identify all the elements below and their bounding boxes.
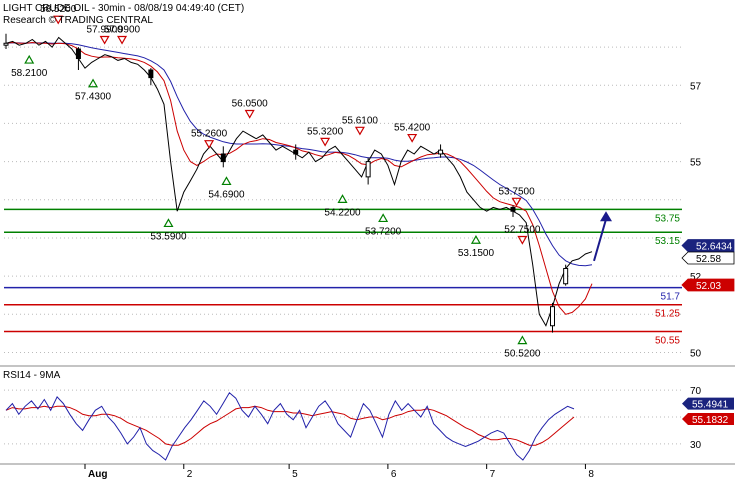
peak-label: 58.5200 (40, 4, 77, 15)
rsi-badge-label: 55.4941 (692, 400, 729, 411)
trough-marker (378, 213, 389, 223)
level-label: 53.15 (655, 236, 680, 247)
level-label: 51.7 (661, 292, 681, 303)
price-badge (681, 251, 735, 265)
rsi-title: RSI14 - 9MA (3, 370, 61, 381)
forecast-arrow-shaft (593, 218, 607, 262)
trough-marker (87, 78, 99, 88)
candle-body (293, 149, 299, 155)
trough-marker (24, 54, 35, 64)
trough-label: 50.5200 (504, 349, 541, 360)
price-line (5, 36, 593, 327)
price-badge (681, 239, 735, 252)
peak-marker (53, 15, 64, 25)
peak-label: 53.7500 (498, 186, 535, 197)
peak-marker (511, 197, 522, 207)
peak-marker (117, 35, 128, 45)
peak-marker (517, 235, 528, 245)
trough-label: 54.2200 (324, 207, 361, 218)
candle-body (220, 153, 226, 163)
candle-body (563, 267, 569, 285)
price-badge-label: 52.6434 (696, 242, 733, 253)
peak-label: 55.2600 (191, 129, 228, 140)
peak-label: 55.4200 (394, 123, 431, 134)
peak-label: 57.9900 (87, 24, 124, 35)
peak-marker (354, 126, 365, 136)
price-tick-label: 57 (690, 81, 702, 92)
price-candles (3, 33, 569, 333)
candle-body (3, 42, 9, 46)
rsi-line (5, 392, 575, 461)
peak-label: 56.0500 (232, 99, 269, 110)
x-tick-label: 8 (588, 469, 594, 480)
chart-title: LIGHT CRUDE OIL - 30min - 08/08/19 04:49… (3, 3, 244, 14)
peak-label: 55.3200 (307, 126, 344, 137)
ma-fast-line (5, 41, 593, 315)
peak-marker (204, 140, 215, 149)
ma-slow-line (5, 42, 593, 267)
peak-label: 55.6100 (342, 115, 379, 126)
price-levels: 53.75 53.15 51.7 51.25 50.55 (4, 208, 682, 346)
trough-label: 53.1500 (458, 248, 495, 259)
rsi-badge-label: 55.1832 (692, 415, 729, 426)
rsi-tick-label: 30 (690, 440, 702, 451)
candle-body (510, 206, 516, 212)
trough-marker (517, 335, 528, 345)
peak-label: 57.9900 (104, 24, 141, 35)
x-tick-label: 7 (490, 469, 496, 480)
forecast-arrow-head (600, 211, 612, 222)
rsi-badge (682, 413, 734, 426)
candle-body (549, 306, 555, 327)
level-label: 50.55 (655, 335, 680, 346)
price-badge-label: 52.03 (696, 281, 721, 292)
rsi-tick-label: 70 (690, 386, 702, 397)
chart-credit: Research © TRADING CENTRAL (3, 15, 153, 26)
x-tick-label: 6 (391, 469, 397, 480)
trough-label: 53.5900 (150, 231, 187, 242)
price-badge-label: 52.58 (696, 254, 721, 265)
rsi-badges: 55.4941 55.1832 (682, 397, 734, 426)
trough-marker (470, 235, 481, 244)
trough-label: 58.2100 (11, 68, 48, 79)
peak-marker (99, 35, 110, 45)
rsi-ma-line (5, 405, 575, 446)
x-tick-label: 5 (292, 469, 298, 480)
price-tick-label: 52 (690, 272, 702, 283)
x-tick-label: 2 (187, 469, 193, 480)
candle-body (365, 161, 371, 178)
forecast-arrow (593, 211, 612, 262)
level-label: 51.25 (655, 309, 680, 320)
price-grid (4, 46, 682, 353)
price-axis: 50 52 55 57 (690, 81, 702, 359)
trough-label: 53.7200 (365, 226, 402, 237)
peak-marker (244, 109, 255, 119)
trough-label: 54.6900 (208, 189, 245, 200)
peak-marker (320, 137, 331, 147)
x-axis: Aug 2 5 6 7 8 (0, 463, 735, 480)
rsi-badge (682, 397, 734, 410)
level-label: 53.75 (655, 213, 680, 224)
price-tick-label: 50 (690, 348, 702, 359)
trough-label: 57.4300 (75, 92, 112, 103)
candle-body (148, 69, 154, 79)
rsi-grid (4, 389, 682, 445)
candle-body (438, 149, 444, 155)
trough-marker (163, 218, 174, 228)
price-tick-label: 55 (690, 158, 702, 169)
price-badge (681, 278, 735, 292)
peak-label: 52.7500 (504, 224, 541, 235)
candle-body (75, 48, 81, 60)
trough-marker (337, 194, 348, 203)
trough-marker (221, 176, 232, 186)
x-tick-label: Aug (88, 469, 107, 480)
peak-marker (407, 133, 418, 143)
